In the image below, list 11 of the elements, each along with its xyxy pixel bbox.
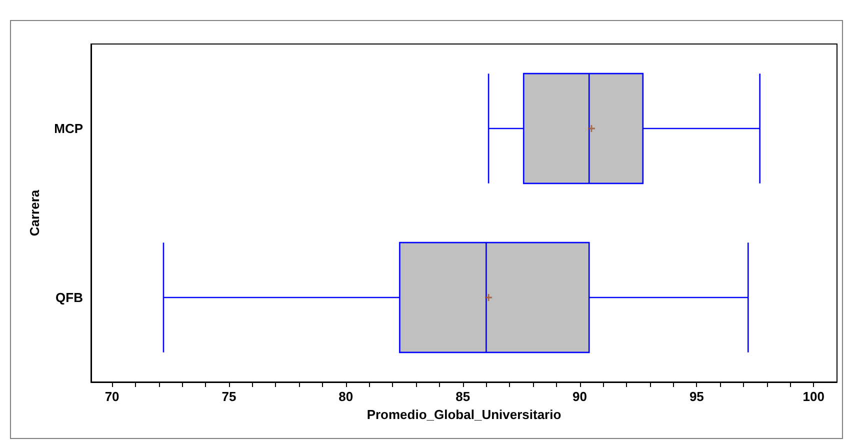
x-tick-label: 80 xyxy=(338,389,354,404)
x-tick-label: 95 xyxy=(689,389,704,404)
y-tick-label: QFB xyxy=(56,290,83,305)
y-tick-label: MCP xyxy=(54,121,84,136)
y-axis-title: Carrera xyxy=(27,189,42,236)
x-tick-label: 100 xyxy=(802,389,824,404)
x-tick-label: 70 xyxy=(104,389,120,404)
x-tick-label: 75 xyxy=(222,389,236,404)
x-tick-label: 90 xyxy=(572,389,587,404)
x-tick-label: 85 xyxy=(456,389,470,404)
x-axis-title: Promedio_Global_Universitario xyxy=(366,407,562,422)
